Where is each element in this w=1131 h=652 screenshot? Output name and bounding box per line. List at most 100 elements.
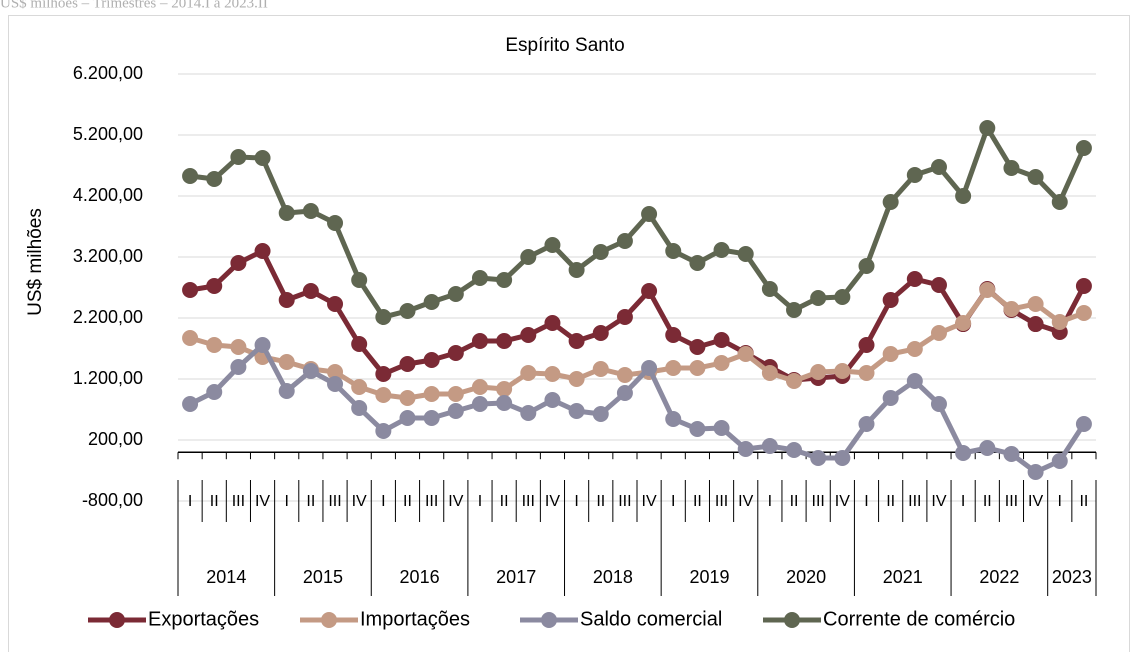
- data-point: [496, 271, 513, 288]
- data-point: [520, 327, 537, 344]
- x-tick-label: III: [232, 493, 245, 510]
- x-group-label: 2015: [303, 567, 343, 587]
- data-point: [592, 325, 609, 342]
- data-point: [544, 315, 561, 332]
- x-tick-label: I: [864, 493, 868, 510]
- x-group-label: 2014: [206, 567, 246, 587]
- y-tick-label: 1.200,00: [73, 368, 143, 388]
- data-point: [302, 363, 319, 380]
- data-point: [544, 365, 561, 382]
- x-tick-label: I: [961, 493, 965, 510]
- data-point: [182, 330, 199, 347]
- x-group-label: 2017: [496, 567, 536, 587]
- x-tick-label: III: [812, 493, 825, 510]
- legend-marker: [541, 612, 557, 628]
- data-point: [447, 386, 464, 403]
- data-point: [641, 205, 658, 222]
- x-tick-label: I: [478, 493, 482, 510]
- data-point: [206, 170, 223, 187]
- data-point: [737, 345, 754, 362]
- data-point: [206, 337, 223, 354]
- x-tick-label: III: [522, 493, 535, 510]
- data-point: [834, 289, 851, 306]
- data-point: [399, 389, 416, 406]
- data-point: [882, 389, 899, 406]
- x-tick-label: I: [188, 493, 192, 510]
- data-point: [1075, 304, 1092, 321]
- data-point: [1027, 169, 1044, 186]
- data-point: [1027, 464, 1044, 481]
- data-point: [882, 345, 899, 362]
- data-point: [858, 365, 875, 382]
- data-point: [906, 167, 923, 184]
- data-point: [979, 282, 996, 299]
- data-point: [375, 386, 392, 403]
- data-point: [302, 203, 319, 220]
- data-point: [471, 332, 488, 349]
- data-point: [496, 332, 513, 349]
- data-point: [858, 416, 875, 433]
- data-point: [761, 281, 778, 298]
- header: US$ milhões – Trimestres – 2014.I a 2023…: [0, 0, 268, 11]
- x-tick-label: IV: [835, 493, 850, 510]
- data-point: [399, 355, 416, 372]
- data-point: [1027, 316, 1044, 333]
- x-tick-label: III: [328, 493, 341, 510]
- data-point: [616, 366, 633, 383]
- data-point: [592, 360, 609, 377]
- data-point: [882, 292, 899, 309]
- data-point: [1027, 295, 1044, 312]
- data-point: [351, 271, 368, 288]
- data-point: [399, 409, 416, 426]
- data-point: [327, 376, 344, 393]
- data-point: [979, 439, 996, 456]
- x-tick-label: IV: [255, 493, 270, 510]
- data-point: [930, 325, 947, 342]
- data-point: [1003, 300, 1020, 317]
- x-tick-label: III: [618, 493, 631, 510]
- x-tick-label: IV: [642, 493, 657, 510]
- data-point: [858, 337, 875, 354]
- data-point: [182, 396, 199, 413]
- x-tick-label: I: [381, 493, 385, 510]
- x-tick-label: I: [671, 493, 675, 510]
- data-point: [278, 353, 295, 370]
- x-group-label: 2023: [1052, 567, 1092, 587]
- data-point: [930, 396, 947, 413]
- data-point: [230, 338, 247, 355]
- data-point: [568, 261, 585, 278]
- data-point: [182, 167, 199, 184]
- series-line: [189, 125, 1087, 320]
- x-tick-label: III: [715, 493, 728, 510]
- legend-label: Importações: [360, 608, 470, 630]
- data-point: [1051, 314, 1068, 331]
- data-point: [858, 258, 875, 275]
- x-tick-label: II: [886, 493, 895, 510]
- data-point: [230, 358, 247, 375]
- x-tick-label: II: [403, 493, 412, 510]
- data-point: [375, 422, 392, 439]
- series-line: [189, 248, 1087, 383]
- data-point: [834, 363, 851, 380]
- data-point: [955, 444, 972, 461]
- data-point: [447, 345, 464, 362]
- y-tick-label: 3.200,00: [73, 246, 143, 266]
- x-tick-label: IV: [738, 493, 753, 510]
- legend-label: Exportações: [148, 608, 259, 630]
- chart-frame: [8, 15, 1130, 652]
- data-point: [520, 249, 537, 265]
- data-point: [810, 363, 827, 380]
- data-point: [641, 282, 658, 299]
- data-point: [351, 378, 368, 395]
- data-point: [592, 406, 609, 423]
- chart-title: Espírito Santo: [505, 35, 624, 56]
- data-point: [616, 233, 633, 250]
- data-point: [206, 277, 223, 294]
- data-point: [1051, 193, 1068, 210]
- data-point: [375, 365, 392, 382]
- data-point: [810, 449, 827, 466]
- data-point: [689, 360, 706, 377]
- x-tick-label: II: [596, 493, 605, 510]
- y-tick-label: 2.200,00: [73, 307, 143, 327]
- data-point: [254, 149, 271, 166]
